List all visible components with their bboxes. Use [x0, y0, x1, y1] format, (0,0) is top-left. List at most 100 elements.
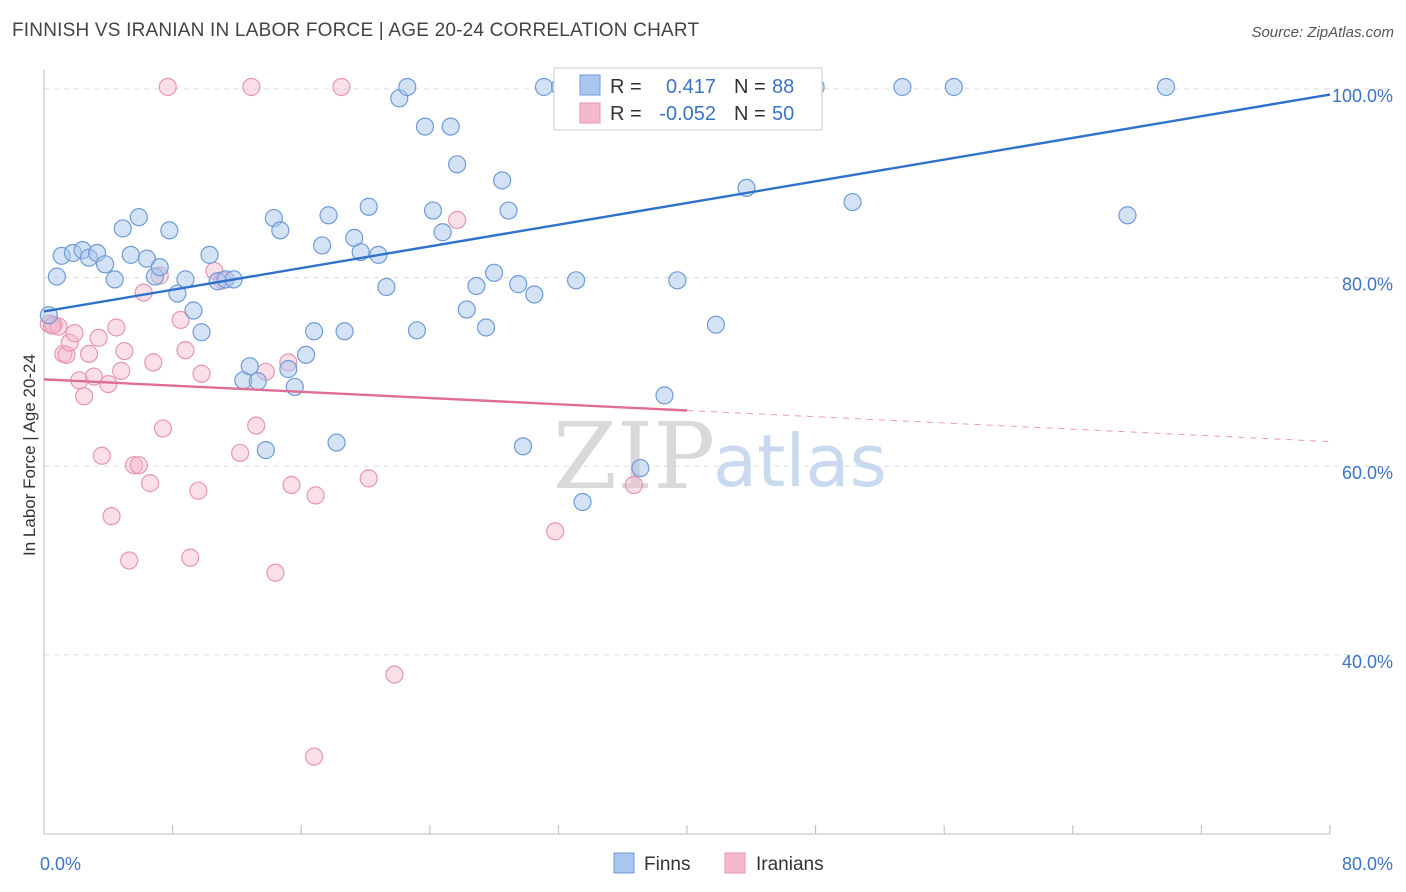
- iranians-point: [99, 374, 118, 394]
- finns-point: [150, 258, 169, 277]
- iranians-point: [75, 387, 94, 406]
- x-tick-marks: [43, 825, 1331, 834]
- finns-n-value: 88: [772, 76, 794, 98]
- finns-point: [534, 77, 554, 97]
- iranians-point: [306, 486, 325, 505]
- x-tick-label: 0.0%: [40, 854, 81, 874]
- iranians-point: [92, 446, 111, 465]
- iranians-point: [176, 341, 195, 360]
- finns-legend-swatch: [579, 74, 601, 96]
- iranians-point: [124, 456, 144, 475]
- finns-point: [304, 322, 324, 341]
- iranians-point: [448, 210, 467, 230]
- iranians-point: [60, 333, 79, 352]
- y-axis-label: In Labor Force | Age 20-24: [20, 354, 39, 556]
- y-tick-label: 60.0%: [1342, 463, 1393, 483]
- finns-trendline: [43, 93, 1331, 313]
- finns-point: [121, 245, 140, 264]
- finns-point: [184, 301, 203, 320]
- y-tick-label: 80.0%: [1342, 275, 1393, 295]
- finns-point: [1118, 206, 1137, 225]
- finns-point: [407, 321, 427, 340]
- finns-point: [95, 255, 115, 274]
- x-tick-labels: 0.0% 80.0%: [40, 854, 1393, 874]
- iranians-point: [282, 475, 301, 495]
- finns-point: [415, 117, 435, 136]
- iranians-point: [140, 474, 160, 493]
- finns-point: [271, 221, 290, 240]
- iranians-point: [144, 353, 163, 372]
- finns-point: [176, 270, 195, 289]
- trendlines: [43, 93, 1331, 443]
- finns-point: [566, 271, 586, 290]
- iranians-legend-swatch: [579, 102, 601, 124]
- iranians-point: [624, 475, 644, 495]
- finns-point: [398, 77, 417, 97]
- finns-point: [319, 206, 338, 225]
- finns-point: [359, 197, 378, 216]
- iranians-point: [158, 77, 177, 97]
- x-tick-label: 80.0%: [1342, 854, 1393, 874]
- iranians-point: [359, 469, 378, 488]
- finns-point: [113, 219, 132, 238]
- finns-point: [476, 318, 496, 337]
- finns-point: [525, 285, 544, 304]
- iranians-point: [89, 328, 108, 347]
- iranians-point: [65, 324, 84, 343]
- iranians-bottom-swatch: [724, 852, 746, 874]
- iranians-point: [79, 344, 99, 364]
- finns-point: [513, 437, 533, 456]
- iranians-r-value: -0.052: [659, 103, 716, 125]
- finns-r-value: 0.417: [666, 76, 716, 98]
- finns-point: [377, 277, 396, 297]
- finns-point: [160, 221, 179, 240]
- iranians-n-label: N =: [734, 103, 766, 125]
- iranians-point: [192, 364, 211, 383]
- finns-point: [279, 359, 298, 379]
- finns-point: [467, 276, 486, 296]
- iranians-point: [171, 310, 190, 330]
- finns-point: [843, 192, 862, 212]
- finns-point: [441, 117, 460, 136]
- iranians-point: [153, 419, 173, 438]
- iranians-point: [332, 77, 351, 97]
- iranians-point: [115, 341, 134, 361]
- finns-point: [944, 77, 963, 97]
- finns-point: [433, 223, 452, 242]
- chart-source: Source: ZipAtlas.com: [1251, 24, 1394, 41]
- finns-point: [296, 345, 316, 364]
- finns-point: [668, 271, 687, 290]
- finns-point: [893, 77, 912, 97]
- iranians-point: [231, 443, 250, 463]
- iranians-point: [266, 563, 285, 582]
- iranians-n-value: 50: [772, 103, 794, 125]
- finns-point: [509, 275, 528, 294]
- stats-legend: R = 0.417 N = 88 R = -0.052 N = 50: [553, 67, 823, 131]
- finns-point: [240, 357, 259, 376]
- watermark-zip: ZIP: [553, 403, 715, 510]
- iranians-point: [120, 551, 139, 570]
- y-tick-label: 100.0%: [1332, 86, 1393, 106]
- finns-point: [448, 155, 467, 174]
- iranians-trendline: [43, 378, 688, 412]
- y-tick-labels: 100.0% 80.0% 60.0% 40.0%: [1332, 86, 1393, 672]
- finns-point: [706, 315, 726, 334]
- iranians-point: [242, 77, 261, 97]
- iranians-bottom-label: Iranians: [756, 854, 824, 875]
- finns-bottom-swatch: [613, 852, 635, 874]
- y-tick-label: 40.0%: [1342, 652, 1393, 672]
- iranians-point: [181, 548, 200, 567]
- finns-point: [248, 372, 267, 391]
- finns-point: [573, 492, 592, 512]
- finns-point: [105, 270, 124, 289]
- finns-point: [335, 322, 354, 341]
- finns-point: [1156, 77, 1176, 97]
- iranians-point: [304, 747, 324, 766]
- finns-point: [655, 386, 674, 405]
- finns-point: [137, 249, 156, 268]
- finns-point: [631, 458, 650, 478]
- iranians-point: [247, 416, 266, 435]
- finns-point: [256, 441, 275, 460]
- bottom-legend: Finns Iranians: [613, 852, 824, 875]
